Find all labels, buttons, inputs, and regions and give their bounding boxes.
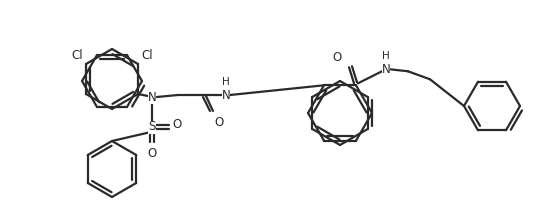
- Text: O: O: [333, 51, 342, 64]
- Text: S: S: [148, 120, 156, 133]
- Text: N: N: [147, 91, 156, 103]
- Text: Cl: Cl: [72, 49, 83, 62]
- Text: H: H: [222, 77, 230, 87]
- Text: O: O: [147, 147, 156, 160]
- Text: N: N: [382, 63, 390, 76]
- Text: O: O: [172, 118, 181, 131]
- Text: O: O: [214, 116, 223, 129]
- Text: Cl: Cl: [141, 49, 153, 62]
- Text: N: N: [222, 88, 230, 101]
- Text: H: H: [382, 51, 390, 61]
